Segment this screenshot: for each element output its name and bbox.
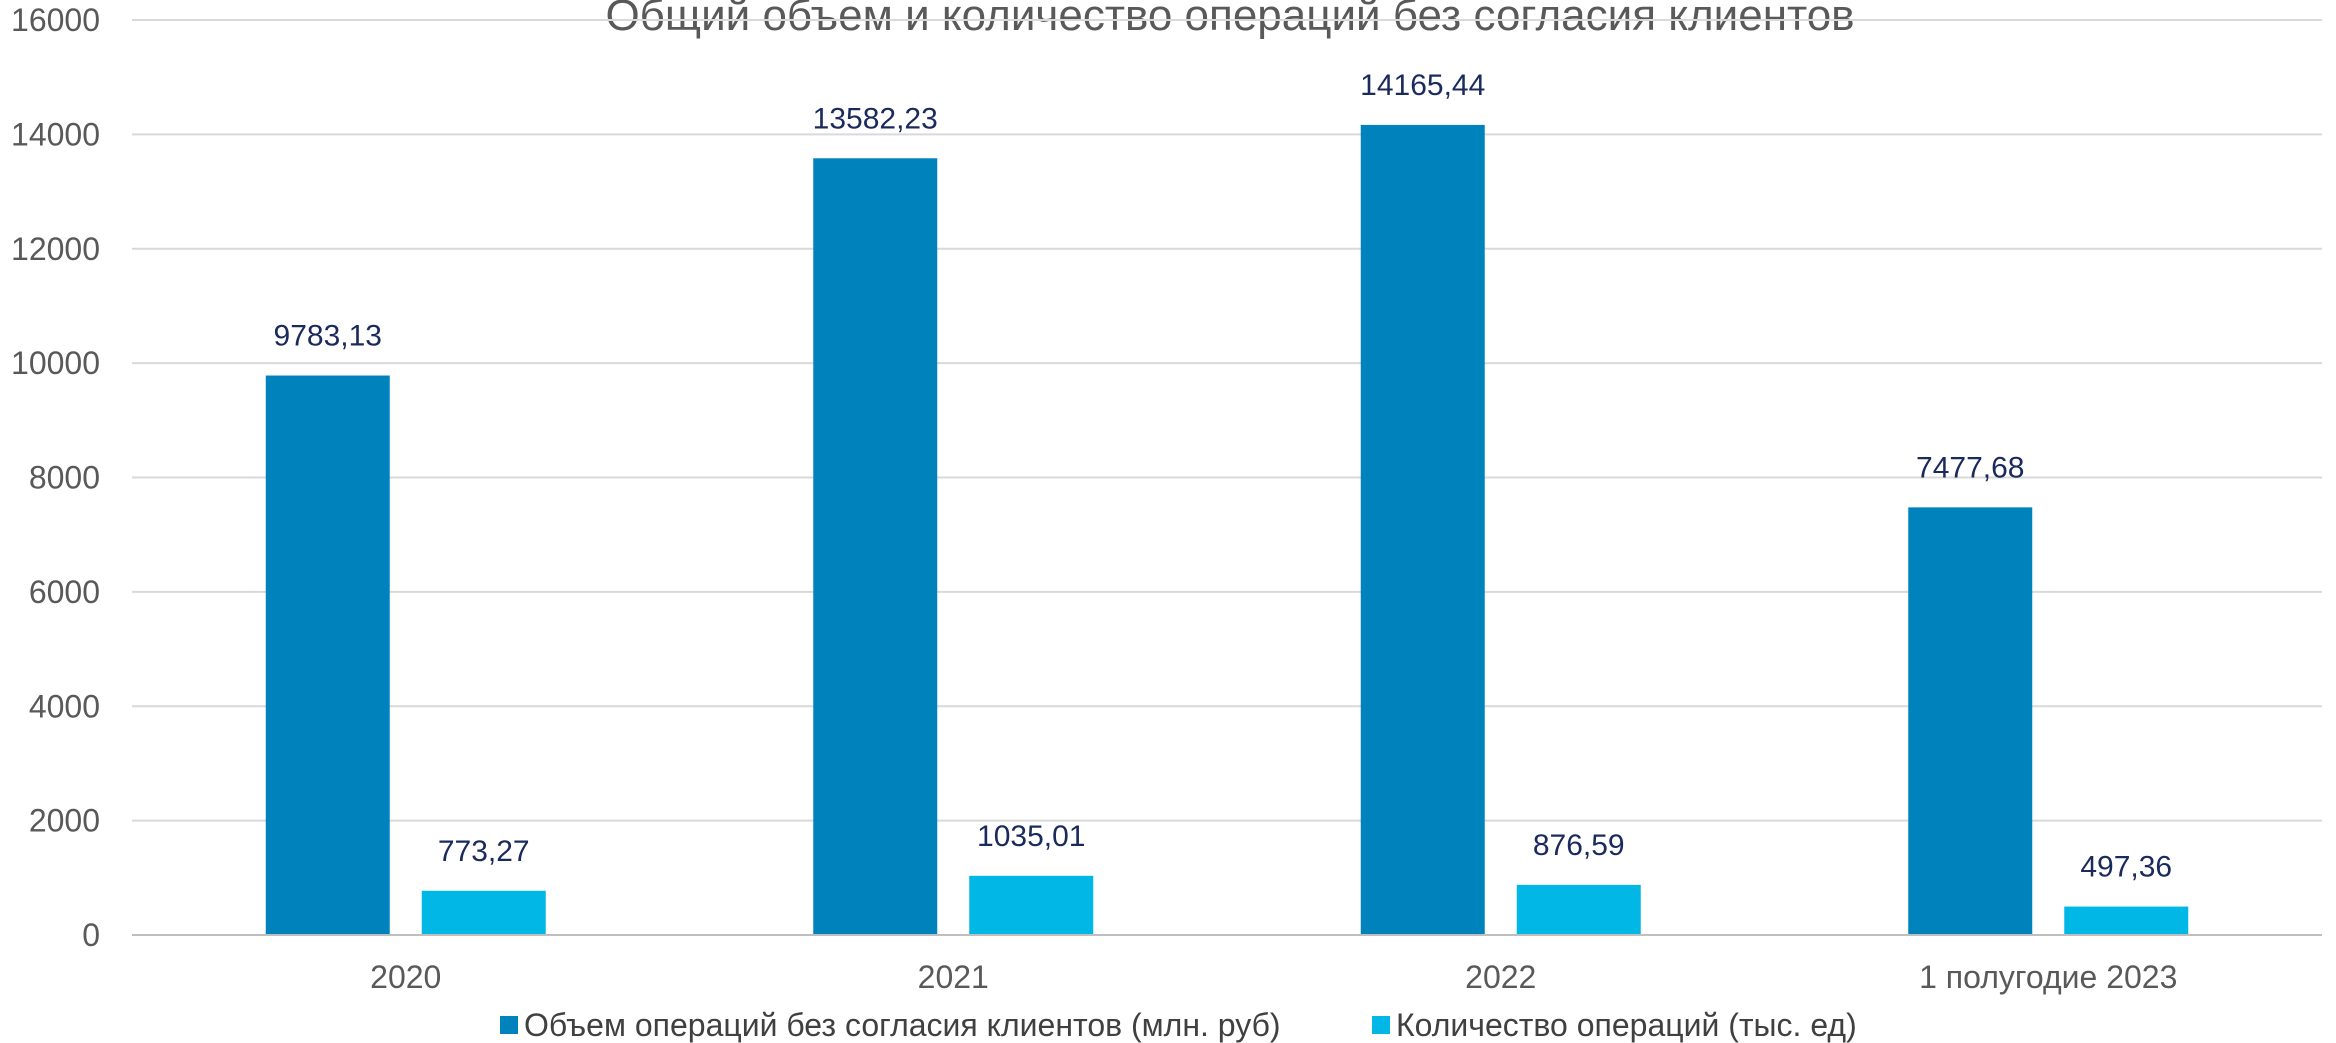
bar [421,890,546,935]
bars [265,124,2189,936]
x-category-label: 2022 [1465,959,1536,995]
data-label: 876,59 [1533,829,1625,862]
x-category-label: 1 полугодие 2023 [1919,959,2177,995]
bar [1908,507,2033,935]
data-label: 14165,44 [1360,69,1485,102]
y-tick-label: 8000 [29,460,100,496]
y-tick-label: 2000 [29,803,100,839]
y-tick-label: 0 [82,917,100,953]
x-category-label: 2020 [370,959,441,995]
y-tick-label: 12000 [11,231,100,267]
data-label: 13582,23 [813,102,938,135]
data-label: 1035,01 [977,820,1085,853]
data-label: 497,36 [2080,851,2172,884]
data-labels: 9783,13 773,27 13582,23 1035,01 14165,44 876,… [274,69,2173,884]
y-tick-label: 4000 [29,688,100,724]
x-axis-category-labels: 2020 2021 2022 1 полугодие 2023 [370,959,2177,995]
x-category-label: 2021 [918,959,989,995]
legend-swatch [1372,1016,1390,1034]
bar [813,158,938,935]
y-axis-tick-labels: 0 2000 4000 6000 8000 10000 12000 14000 16000 [11,2,100,953]
bar [265,375,390,936]
y-tick-label: 16000 [11,2,100,38]
data-label: 773,27 [438,835,530,868]
bar [2064,906,2189,935]
y-tick-label: 6000 [29,574,100,610]
bar [969,875,1094,935]
legend-label: Объем операций без согласия клиентов (мл… [524,1007,1281,1043]
data-label: 9783,13 [274,320,382,353]
gridlines [132,19,2322,822]
y-tick-label: 14000 [11,116,100,152]
legend: Объем операций без согласия клиентов (мл… [500,1007,1857,1043]
legend-label: Количество операций (тыс. ед) [1396,1007,1857,1043]
bar [1516,884,1641,935]
bar [1360,124,1485,936]
legend-swatch [500,1016,518,1034]
y-tick-label: 10000 [11,345,100,381]
data-label: 7477,68 [1916,451,2024,484]
